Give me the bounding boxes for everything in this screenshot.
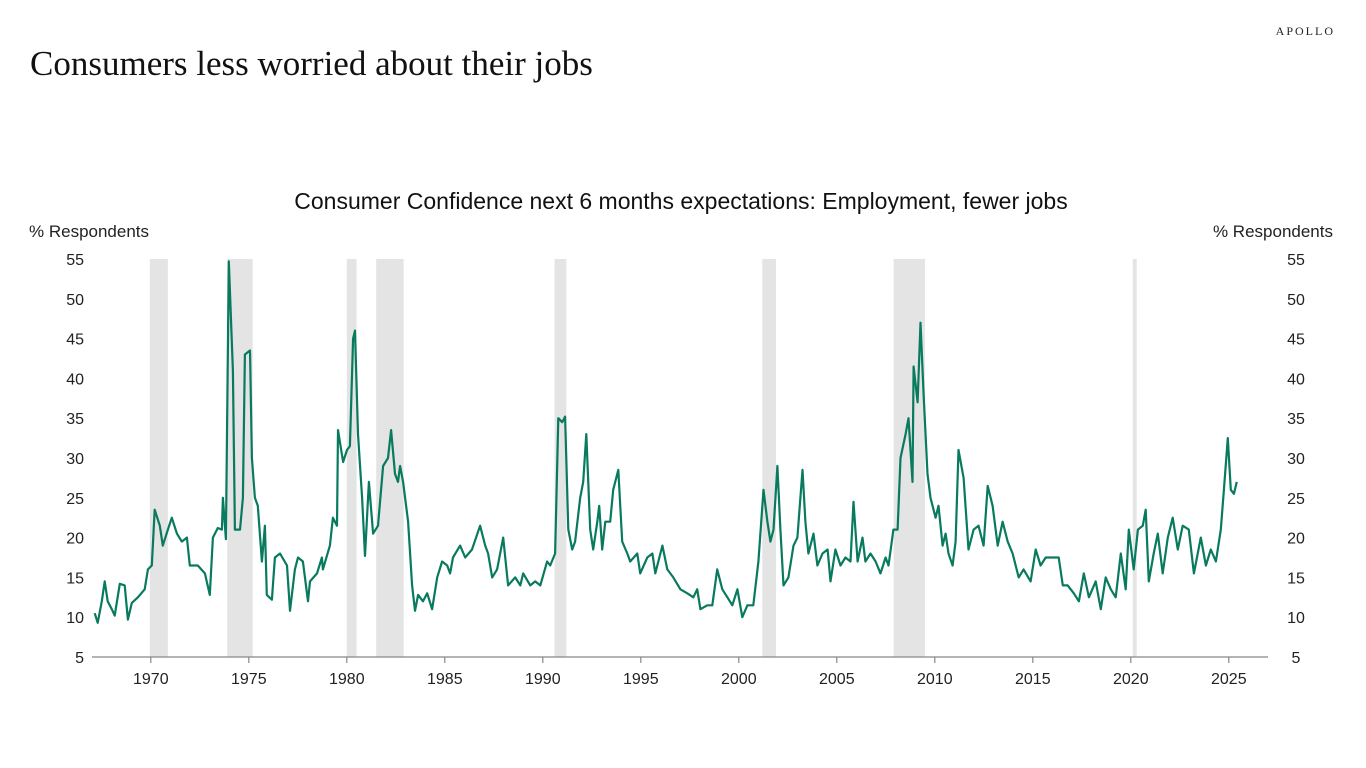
- x-tick-label: 1970: [133, 671, 169, 688]
- series-line: [93, 260, 1238, 624]
- x-tick-label: 2005: [819, 671, 855, 688]
- recession-bands: [149, 259, 1137, 657]
- y-tick-label-right: 50: [1287, 292, 1305, 309]
- x-tick-label: 1980: [329, 671, 365, 688]
- y-tick-label-right: 15: [1287, 570, 1305, 587]
- y-axis-label-left: % Respondents: [29, 222, 149, 241]
- page-title: Consumers less worried about their jobs: [30, 44, 593, 83]
- y-tick-label-left: 55: [66, 252, 84, 269]
- y-tick-label-left: 35: [66, 411, 84, 428]
- y-tick-label-left: 45: [66, 332, 84, 349]
- y-tick-label-right: 45: [1287, 332, 1305, 349]
- y-tick-label-left: 5: [75, 650, 84, 667]
- recession-band: [554, 259, 567, 657]
- y-tick-label-left: 40: [66, 371, 84, 388]
- x-tick-label: 1975: [231, 671, 267, 688]
- x-tick-label: 2025: [1211, 671, 1247, 688]
- chart-title: Consumer Confidence next 6 months expect…: [294, 188, 1067, 214]
- y-axis-label-right: % Respondents: [1213, 222, 1333, 241]
- y-tick-label-left: 30: [66, 451, 84, 468]
- y-tick-label-right: 25: [1287, 491, 1305, 508]
- y-tick-label-left: 25: [66, 491, 84, 508]
- x-tick-label: 1995: [623, 671, 659, 688]
- y-tick-label-right: 10: [1287, 610, 1305, 627]
- y-tick-label-left: 50: [66, 292, 84, 309]
- recession-band: [893, 259, 925, 657]
- y-tick-label-right: 55: [1287, 252, 1305, 269]
- y-tick-label-right: 5: [1292, 650, 1301, 667]
- x-tick-label: 1985: [427, 671, 463, 688]
- x-tick-label: 1990: [525, 671, 561, 688]
- x-tick-label: 2020: [1113, 671, 1149, 688]
- recession-band: [1132, 259, 1137, 657]
- recession-band: [762, 259, 777, 657]
- apollo-logo: APOLLO: [1275, 24, 1335, 38]
- recession-band: [346, 259, 357, 657]
- x-tick-label: 2015: [1015, 671, 1051, 688]
- x-tick-label: 2010: [917, 671, 953, 688]
- y-tick-label-left: 10: [66, 610, 84, 627]
- y-tick-label-right: 30: [1287, 451, 1305, 468]
- y-tick-label-right: 40: [1287, 371, 1305, 388]
- y-tick-label-left: 15: [66, 570, 84, 587]
- y-tick-label-right: 35: [1287, 411, 1305, 428]
- recession-band: [376, 259, 404, 657]
- x-tick-label: 2000: [721, 671, 757, 688]
- recession-band: [149, 259, 168, 657]
- y-tick-label-right: 20: [1287, 531, 1305, 548]
- y-tick-label-left: 20: [66, 531, 84, 548]
